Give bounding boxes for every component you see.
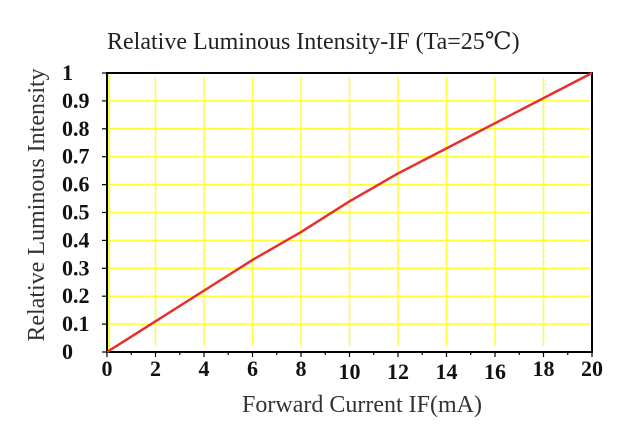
chart-title: Relative Luminous Intensity-IF (Ta=25℃) [107,29,520,55]
x-tick-label: 4 [199,356,210,381]
y-tick-label: 1 [62,60,73,85]
x-axis-label: Forward Current IF(mA) [242,392,482,418]
x-tick-label: 10 [339,359,361,384]
tick-marks [102,72,593,357]
y-tick-label: 0.8 [62,116,90,141]
y-tick-label: 0.1 [62,311,90,336]
y-tick-label: 0.2 [62,283,90,308]
x-tick-label: 12 [387,359,409,384]
y-tick-label: 0.9 [62,88,90,113]
y-axis-label: Relative Luminous Intensity [24,68,50,341]
x-tick-label: 20 [581,356,603,381]
x-tick-labels: 0 2 4 6 8 10 12 14 16 18 20 [102,356,604,384]
data-line [106,71,593,354]
y-tick-label: 0.7 [62,144,90,169]
x-tick-label: 16 [484,359,506,384]
x-tick-label: 0 [102,356,113,381]
y-tick-label: 0 [62,339,73,364]
y-tick-labels: 0 0.1 0.2 0.3 0.40.5 0.6 0.7 0.8 0.9 1 [62,60,90,364]
x-tick-label: 18 [533,356,555,381]
y-tick-label: 0.5 [62,200,90,225]
x-tick-label: 6 [247,356,258,381]
y-tick-label: 0.3 [62,255,90,280]
x-tick-label: 14 [436,359,458,384]
x-tick-label: 8 [296,356,307,381]
y-tick-label: 0.4 [62,227,90,252]
grid [108,75,590,350]
y-tick-label: 0.6 [62,172,90,197]
x-tick-label: 2 [150,356,161,381]
